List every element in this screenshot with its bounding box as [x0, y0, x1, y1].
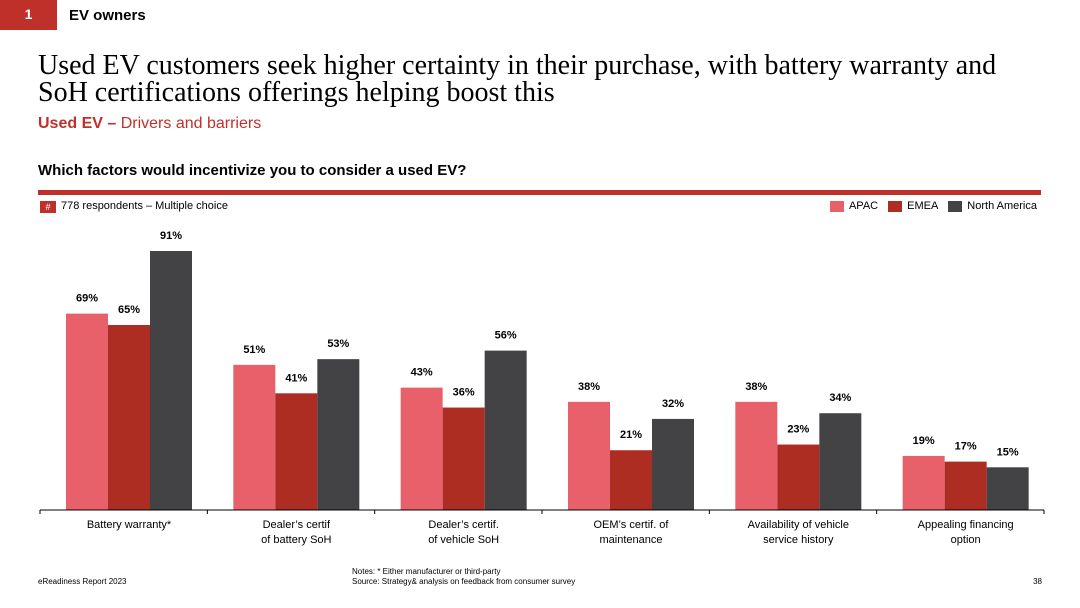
data-label-emea-5: 17% [955, 441, 977, 453]
category-label-2: Dealer’s certif. [428, 519, 499, 531]
legend-swatch-north-america [948, 200, 963, 212]
bar-apac-0 [66, 313, 108, 510]
legend-label-emea: EMEA [907, 200, 939, 212]
bar-north-america-4 [819, 413, 862, 510]
bar-north-america-3 [652, 418, 694, 510]
bar-north-america-1 [317, 359, 360, 510]
slide-subhead: Used EV – Drivers and barriers [38, 115, 261, 133]
legend-item-apac: APAC [829, 200, 879, 212]
data-label-apac-5: 19% [913, 435, 935, 447]
section-title: EV owners [69, 7, 146, 24]
respondents-note: 778 respondents – Multiple choice [61, 200, 228, 212]
chart-question: Which factors would incentivize you to c… [38, 162, 467, 179]
category-label-4: Availability of vehicle [748, 519, 849, 531]
data-label-apac-3: 38% [578, 381, 600, 393]
data-label-emea-3: 21% [620, 429, 642, 441]
footer-report-name: eReadiness Report 2023 [38, 577, 127, 586]
category-label-5: Appealing financing [918, 519, 1014, 531]
bar-apac-5 [902, 455, 945, 510]
subhead-rest: Drivers and barriers [116, 115, 262, 132]
bar-chart: 69% 65% 91% Battery warranty* 51% 41% 53% Deale… [39, 230, 1045, 546]
category-label-4: service history [763, 534, 834, 546]
bar-emea-0 [108, 325, 150, 510]
slide-headline: Used EV customers seek higher certainty … [38, 50, 997, 108]
bar-emea-4 [777, 444, 820, 510]
legend-swatch-emea [888, 200, 903, 212]
legend-swatch-apac [829, 200, 844, 212]
bar-apac-4 [735, 401, 778, 510]
bar-apac-3 [568, 401, 610, 510]
legend-item-emea: EMEA [888, 200, 938, 212]
data-label-apac-4: 38% [745, 381, 767, 393]
section-badge [0, 0, 57, 30]
page-number: 38 [1033, 577, 1042, 586]
legend-item-north-america: North America [948, 200, 1037, 212]
legend-label-north-america: North America [967, 200, 1037, 212]
subhead-bold: Used EV – [38, 115, 117, 132]
data-label-apac-2: 43% [411, 367, 433, 379]
category-label-3: maintenance [600, 534, 663, 546]
data-label-north-america-2: 56% [495, 330, 517, 342]
footer-notes-line: Notes: * Either manufacturer or third-pa… [352, 567, 501, 576]
footer-notes: Notes: * Either manufacturer or third-pa… [352, 567, 575, 587]
category-label-1: of battery SoH [261, 534, 331, 546]
chart-legend: APAC EMEA North America [820, 200, 1037, 212]
bar-north-america-0 [150, 251, 192, 510]
legend-label-apac: APAC [848, 200, 879, 212]
hash-badge: # [40, 201, 56, 213]
section-number: 1 [24, 6, 33, 22]
bar-north-america-5 [986, 467, 1029, 510]
bar-emea-2 [442, 407, 485, 510]
data-label-north-america-0: 91% [160, 230, 182, 242]
data-label-apac-1: 51% [243, 344, 265, 356]
bar-emea-3 [610, 450, 652, 510]
data-label-north-america-1: 53% [327, 338, 349, 350]
data-label-emea-1: 41% [285, 372, 307, 384]
category-label-1: Dealer’s certif [263, 519, 331, 531]
data-label-emea-0: 65% [118, 304, 140, 316]
data-label-emea-4: 23% [787, 424, 809, 436]
category-label-2: of vehicle SoH [428, 534, 499, 546]
data-label-north-america-3: 32% [662, 398, 684, 410]
data-label-emea-2: 36% [453, 387, 475, 399]
footer-source-line: Source: Strategy& analysis on feedback f… [352, 577, 576, 586]
data-label-north-america-4: 34% [829, 392, 851, 404]
bar-north-america-2 [484, 350, 527, 510]
bar-emea-5 [944, 461, 987, 510]
divider-rule [38, 190, 1041, 195]
data-label-apac-0: 69% [76, 293, 98, 305]
bar-apac-1 [233, 364, 276, 510]
bar-apac-2 [400, 387, 443, 510]
category-label-5: option [951, 534, 981, 546]
category-label-3: OEM’s certif. of [594, 519, 670, 531]
category-label-0: Battery warranty* [87, 519, 172, 531]
bar-emea-1 [275, 393, 318, 510]
data-label-north-america-5: 15% [997, 446, 1019, 458]
